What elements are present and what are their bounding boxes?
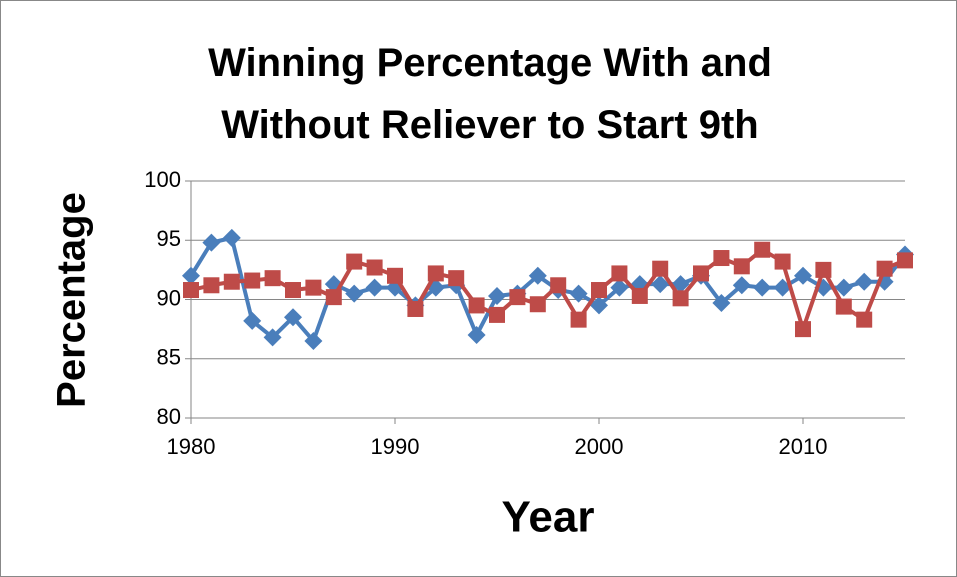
x-tick-label: 2010: [779, 434, 828, 459]
marker: [264, 270, 281, 287]
marker: [427, 265, 444, 282]
y-tick-label: 80: [157, 404, 181, 429]
marker: [528, 266, 547, 285]
marker: [345, 284, 364, 303]
y-axis-label: Percentage: [50, 192, 94, 408]
x-tick-label: 1980: [167, 434, 216, 459]
marker: [244, 272, 261, 289]
marker: [672, 290, 689, 307]
marker: [570, 311, 587, 328]
marker: [346, 253, 363, 270]
x-axis-label: Year: [502, 493, 595, 542]
y-tick-label: 90: [157, 285, 181, 310]
chart-title: Winning Percentage With and Without Reli…: [208, 41, 772, 147]
marker: [794, 266, 812, 285]
marker: [652, 260, 669, 277]
marker: [365, 278, 384, 297]
marker: [529, 296, 546, 313]
x-tick-label: 2000: [575, 434, 624, 459]
marker: [651, 275, 670, 294]
marker: [753, 278, 772, 297]
marker: [202, 233, 221, 252]
marker: [489, 306, 505, 323]
marker: [305, 279, 322, 296]
marker: [468, 297, 485, 314]
marker: [325, 289, 342, 306]
y-tick-label: 100: [144, 167, 181, 192]
marker: [509, 289, 526, 306]
marker: [243, 311, 262, 330]
marker: [712, 294, 731, 313]
y-tick-label: 85: [157, 345, 181, 370]
marker: [591, 282, 607, 299]
marker: [203, 277, 220, 294]
marker: [733, 258, 750, 275]
marker: [855, 272, 874, 291]
marker: [387, 267, 403, 284]
marker: [285, 282, 301, 299]
marker: [856, 311, 873, 328]
marker: [304, 331, 323, 350]
marker: [611, 265, 628, 282]
marker: [488, 286, 506, 305]
marker: [448, 270, 465, 287]
marker: [834, 278, 853, 297]
marker: [263, 328, 282, 347]
y-tick-label: 95: [157, 226, 181, 251]
marker: [284, 308, 302, 327]
marker: [795, 321, 811, 338]
marker: [693, 265, 709, 282]
marker: [182, 266, 200, 285]
marker: [550, 277, 567, 294]
marker: [754, 241, 771, 258]
marker: [835, 298, 852, 315]
marker: [590, 296, 608, 315]
marker: [366, 259, 383, 276]
marker: [569, 284, 588, 303]
marker: [876, 260, 893, 277]
marker: [713, 250, 730, 267]
marker: [815, 261, 832, 278]
marker: [610, 278, 629, 297]
x-tick-label: 1990: [371, 434, 420, 459]
marker: [774, 253, 791, 270]
marker: [222, 228, 241, 247]
marker: [467, 326, 486, 345]
marker: [631, 287, 648, 304]
marker: [223, 273, 240, 290]
marker: [897, 252, 913, 269]
marker: [183, 282, 199, 299]
marker: [407, 300, 424, 317]
marker: [732, 276, 751, 295]
